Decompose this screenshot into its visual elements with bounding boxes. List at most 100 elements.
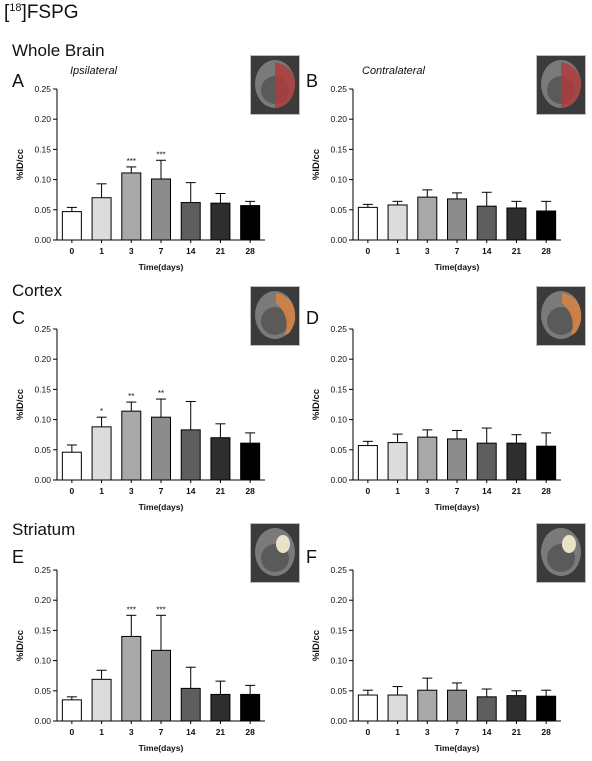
bar	[506, 442, 527, 481]
bar-chart-c: 0.00 0.05 0.10 0.15 0.20 0.25 0 1 * 3 ** 7 ** 14 21 28 T…	[15, 324, 265, 512]
region-overlay-striatum	[562, 535, 576, 553]
brain-thumbnail-cortex-c	[250, 286, 300, 346]
bar	[91, 678, 112, 722]
bar	[121, 635, 142, 722]
x-tick-label: 28	[541, 246, 551, 256]
title-bracket-right: ]	[21, 2, 27, 23]
y-axis-title: %ID/cc	[15, 630, 26, 661]
y-tick-label: 0.10	[34, 415, 51, 425]
bar	[536, 210, 557, 241]
y-tick-label: 0.20	[330, 354, 347, 364]
bar	[387, 204, 408, 241]
x-tick-label: 7	[159, 246, 164, 256]
bar	[151, 178, 171, 241]
x-axis-title: Time(days)	[139, 262, 184, 272]
y-tick-label: 0.15	[330, 144, 347, 154]
x-tick-label: 1	[99, 727, 104, 737]
y-tick-label: 0.10	[330, 656, 347, 666]
y-tick-label: 0.10	[34, 175, 51, 185]
section-title-cortex: Cortex	[12, 281, 63, 300]
x-tick-label: 0	[365, 486, 370, 496]
x-tick-label: 14	[482, 246, 492, 256]
panel-letter-b: B	[306, 71, 319, 91]
bar	[210, 202, 231, 241]
significance-marker: *	[100, 407, 103, 416]
bar	[61, 211, 82, 241]
x-tick-label: 0	[69, 727, 74, 737]
y-tick-label: 0.05	[330, 205, 347, 215]
x-tick-label: 3	[425, 727, 430, 737]
x-axis-title: Time(days)	[139, 502, 184, 512]
y-tick-label: 0.20	[330, 595, 347, 605]
y-tick-label: 0.00	[34, 475, 51, 485]
bar	[476, 696, 497, 722]
y-tick-label: 0.00	[34, 716, 51, 726]
brain-thumbnail-whole-brain-b	[536, 55, 586, 115]
bar	[151, 649, 171, 722]
y-tick-label: 0.20	[34, 114, 51, 124]
x-tick-label: 1	[395, 727, 400, 737]
y-tick-label: 0.00	[330, 475, 347, 485]
y-tick-label: 0.15	[330, 384, 347, 394]
bar	[91, 426, 112, 481]
x-tick-label: 7	[159, 486, 164, 496]
y-axis-title: %ID/cc	[15, 389, 26, 420]
y-tick-label: 0.15	[34, 384, 51, 394]
section-title-striatum: Striatum	[12, 520, 76, 539]
x-tick-label: 7	[455, 486, 460, 496]
x-tick-label: 3	[129, 246, 134, 256]
x-tick-label: 28	[541, 727, 551, 737]
y-axis-title: %ID/cc	[311, 389, 322, 420]
bar	[121, 410, 142, 481]
x-tick-label: 21	[216, 727, 226, 737]
y-axis-title: %ID/cc	[15, 149, 26, 180]
y-axis-title: %ID/cc	[311, 630, 322, 661]
x-tick-label: 7	[159, 727, 164, 737]
x-tick-label: 28	[245, 727, 255, 737]
panel-letter-c: C	[12, 308, 25, 328]
x-tick-label: 21	[216, 246, 226, 256]
x-axis-title: Time(days)	[139, 743, 184, 753]
x-tick-label: 0	[69, 246, 74, 256]
x-tick-label: 3	[425, 246, 430, 256]
bar	[506, 695, 527, 722]
bar	[210, 437, 231, 481]
x-tick-label: 3	[425, 486, 430, 496]
bar	[180, 429, 201, 481]
y-tick-label: 0.00	[330, 716, 347, 726]
x-axis-title: Time(days)	[435, 502, 480, 512]
region-overlay-whole-brain	[561, 62, 581, 108]
x-tick-label: 14	[482, 727, 492, 737]
region-overlay-striatum	[276, 535, 290, 553]
title-tracer-name: FSPG	[26, 2, 79, 23]
y-tick-label: 0.05	[34, 686, 51, 696]
x-tick-label: 21	[512, 246, 522, 256]
bar-chart-f: 0.00 0.05 0.10 0.15 0.20 0.25 0 1 3 7 14 21 28 Time(d…	[311, 565, 561, 753]
significance-marker: ***	[127, 157, 136, 166]
y-tick-label: 0.10	[330, 415, 347, 425]
bar-chart-e: 0.00 0.05 0.10 0.15 0.20 0.25 0 1 3 *** 7 *** 14 21 28…	[15, 565, 265, 753]
y-tick-label: 0.25	[34, 324, 51, 334]
y-tick-label: 0.20	[34, 354, 51, 364]
bar	[121, 172, 142, 241]
x-tick-label: 0	[365, 246, 370, 256]
x-tick-label: 3	[129, 486, 134, 496]
y-tick-label: 0.00	[330, 235, 347, 245]
side-label-ipsilateral: Ipsilateral	[70, 65, 118, 77]
bar	[61, 699, 82, 722]
y-tick-label: 0.25	[330, 84, 347, 94]
bar	[240, 442, 261, 481]
significance-marker: ***	[156, 150, 165, 159]
y-tick-label: 0.10	[34, 656, 51, 666]
bar	[536, 695, 557, 722]
bar	[91, 197, 112, 241]
bar	[417, 436, 438, 481]
x-tick-label: 0	[69, 486, 74, 496]
brain-thumbnail-striatum-e	[250, 523, 300, 583]
title-isotope-superscript: 18	[9, 2, 22, 14]
bar	[357, 445, 378, 481]
brain-thumbnail-cortex-d	[536, 286, 586, 346]
x-tick-label: 28	[541, 486, 551, 496]
x-tick-label: 14	[186, 246, 196, 256]
y-tick-label: 0.25	[330, 324, 347, 334]
